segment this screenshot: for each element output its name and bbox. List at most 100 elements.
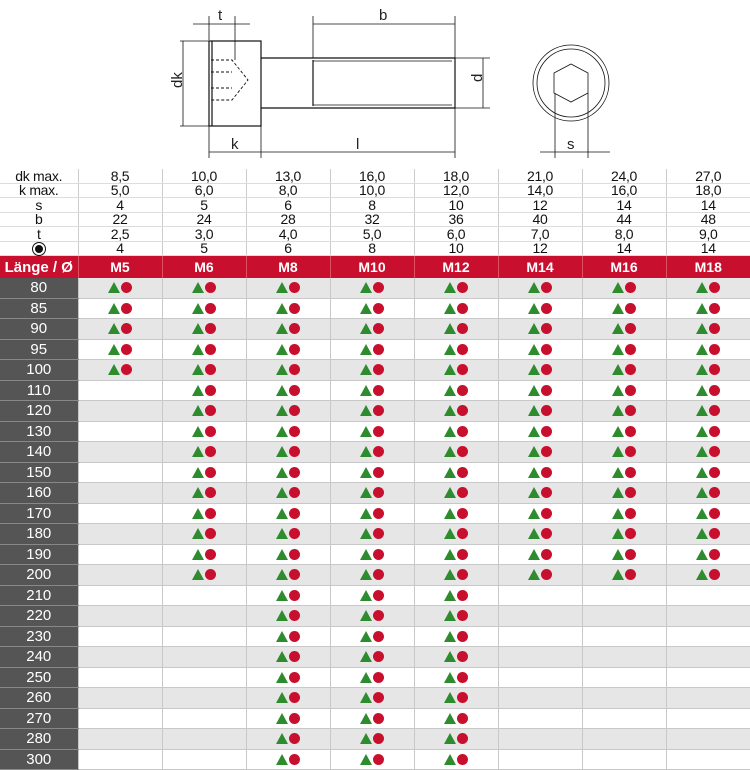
dot-icon xyxy=(709,425,721,437)
dot-icon xyxy=(709,446,721,458)
availability-cell xyxy=(161,728,246,750)
availability-cell xyxy=(329,667,414,688)
availability-cell xyxy=(581,523,666,545)
availability-cell xyxy=(413,339,498,360)
availability-cell xyxy=(245,400,330,422)
availability-cell xyxy=(665,441,750,463)
dot-icon xyxy=(541,466,552,478)
spec-value: 12 xyxy=(497,241,582,256)
availability-cell xyxy=(329,687,414,709)
dot-icon xyxy=(373,364,384,376)
availability-cell xyxy=(665,359,750,381)
triangle-icon xyxy=(444,569,456,581)
availability-cell xyxy=(77,318,162,340)
table-row: 120 xyxy=(0,400,750,422)
spec-value: 6,0 xyxy=(413,226,498,242)
triangle-icon xyxy=(444,425,456,437)
dot-icon xyxy=(541,569,552,581)
triangle-icon xyxy=(108,302,120,314)
triangle-icon xyxy=(360,446,372,458)
dot-icon xyxy=(373,753,384,765)
spec-value: 3,0 xyxy=(161,226,246,242)
availability-cell xyxy=(497,708,582,729)
availability-cell xyxy=(161,523,246,545)
availability-cell xyxy=(665,523,750,545)
triangle-icon xyxy=(696,384,709,396)
spec-value: 21,0 xyxy=(497,169,582,184)
triangle-icon xyxy=(444,302,456,314)
spec-value: 4 xyxy=(77,241,162,256)
availability-cell xyxy=(329,544,414,565)
dot-icon xyxy=(289,569,300,581)
dim-label-s: s xyxy=(567,136,575,153)
availability-cell xyxy=(497,278,582,299)
availability-cell xyxy=(77,482,162,504)
triangle-icon xyxy=(696,507,709,519)
availability-cell xyxy=(329,421,414,442)
spec-value: 8,0 xyxy=(581,226,666,242)
screw-shank xyxy=(261,57,456,109)
dot-icon xyxy=(373,630,384,642)
availability-cell xyxy=(329,339,414,360)
availability-cell xyxy=(161,318,246,340)
dot-icon xyxy=(541,343,552,355)
triangle-icon xyxy=(276,384,288,396)
triangle-icon xyxy=(528,528,540,540)
table-row: 170 xyxy=(0,503,750,524)
availability-cell xyxy=(161,667,246,688)
availability-cell xyxy=(497,318,582,340)
triangle-icon xyxy=(612,487,624,499)
dot-icon xyxy=(289,323,300,335)
triangle-icon xyxy=(360,507,372,519)
availability-cell xyxy=(665,278,750,299)
availability-cell xyxy=(329,646,414,668)
triangle-icon xyxy=(108,323,120,335)
table-row: 190 xyxy=(0,544,750,565)
availability-cell xyxy=(497,687,582,709)
triangle-icon xyxy=(360,589,372,601)
availability-cell xyxy=(665,380,750,401)
availability-cell xyxy=(413,687,498,709)
triangle-icon xyxy=(192,548,204,560)
spec-value: 36 xyxy=(413,212,498,227)
dot-icon xyxy=(457,507,468,519)
availability-cell xyxy=(245,667,330,688)
dot-icon xyxy=(373,446,384,458)
triangle-icon xyxy=(276,364,288,376)
dot-icon xyxy=(625,466,636,478)
spec-value: 6 xyxy=(245,197,330,213)
availability-cell xyxy=(665,462,750,483)
availability-cell xyxy=(161,339,246,360)
triangle-icon xyxy=(192,425,204,437)
dot-icon xyxy=(541,323,552,335)
availability-cell xyxy=(497,646,582,668)
triangle-icon xyxy=(444,405,456,417)
dot-icon xyxy=(541,507,552,519)
dot-icon xyxy=(457,548,468,560)
dot-icon xyxy=(457,384,468,396)
dot-icon xyxy=(289,343,300,355)
triangle-icon xyxy=(444,589,456,601)
dot-icon xyxy=(205,282,216,294)
triangle-icon xyxy=(612,548,624,560)
availability-cell xyxy=(161,564,246,586)
availability-cell xyxy=(413,380,498,401)
dot-icon xyxy=(373,466,384,478)
table-row: 95 xyxy=(0,339,750,360)
availability-cell xyxy=(329,359,414,381)
availability-cell xyxy=(77,523,162,545)
dot-icon xyxy=(457,364,468,376)
triangle-icon xyxy=(528,446,540,458)
length-cell: 90 xyxy=(0,318,78,340)
availability-cell xyxy=(245,728,330,750)
dot-icon xyxy=(289,507,300,519)
availability-cell xyxy=(581,278,666,299)
availability-cell xyxy=(581,605,666,627)
header-size: M18 xyxy=(665,255,750,278)
availability-cell xyxy=(245,585,330,606)
dot-icon xyxy=(625,302,636,314)
triangle-icon xyxy=(108,343,120,355)
table-row: 260 xyxy=(0,687,750,709)
availability-cell xyxy=(245,544,330,565)
availability-cell xyxy=(245,339,330,360)
